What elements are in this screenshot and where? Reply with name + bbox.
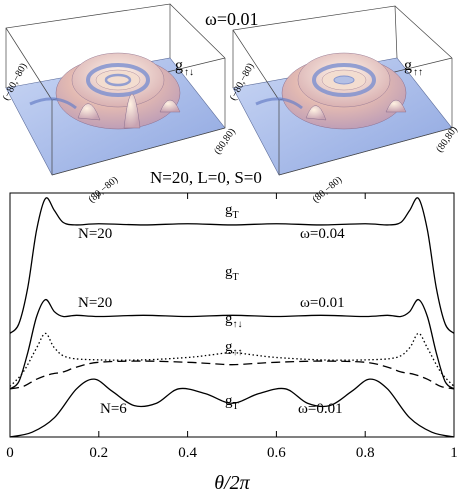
n-label: N=20 bbox=[78, 226, 112, 242]
surface-g-label: g↑↓ bbox=[175, 57, 194, 78]
params-label: N=20, L=0, S=0 bbox=[150, 168, 262, 187]
omega-curve-label: ω=0.01 bbox=[298, 401, 343, 417]
x-tick-label: 0.4 bbox=[178, 445, 197, 461]
x-tick-label: 0.6 bbox=[267, 445, 286, 461]
x-tick-label: 0 bbox=[6, 445, 14, 461]
series-line-solid bbox=[9, 197, 455, 334]
surface-corner-bottom: (80,−80) bbox=[310, 174, 344, 205]
omega-curve-label: ω=0.01 bbox=[300, 295, 345, 311]
x-axis-ticks bbox=[9, 193, 455, 437]
curves bbox=[9, 197, 455, 438]
plot-frame bbox=[9, 192, 455, 438]
surface-plot-right: (−80,−80) (80,80) (80,−80) g↑↑ bbox=[228, 5, 460, 205]
n-label: N=20 bbox=[78, 295, 112, 311]
surface-corner-bottom: (80,−80) bbox=[86, 174, 120, 205]
x-tick-label: 0.8 bbox=[356, 445, 375, 461]
curve-label: g↑↓ bbox=[225, 311, 243, 330]
x-tick-label: 1 bbox=[450, 445, 458, 461]
series-line-dotted bbox=[9, 332, 455, 387]
surface-mound bbox=[255, 52, 407, 130]
series-line-solid bbox=[9, 378, 455, 438]
curve-label: g↑↑ bbox=[225, 339, 243, 358]
surface-plot-left: (−80,−80) (80,80) (80,−80) g↑↓ bbox=[1, 3, 238, 205]
curve-label: gT bbox=[225, 264, 239, 283]
series-line-solid bbox=[9, 298, 455, 390]
surface-corner-right: (80,80) bbox=[212, 126, 238, 156]
surface-mound bbox=[29, 52, 181, 130]
omega-label: ω=0.01 bbox=[205, 9, 259, 29]
x-tick-label: 0.2 bbox=[89, 445, 108, 461]
x-axis-tick-labels: 0 0.2 0.4 0.6 0.8 1 bbox=[6, 445, 458, 461]
curve-label: gT bbox=[225, 202, 239, 221]
surface-g-label: g↑↑ bbox=[404, 57, 423, 78]
n-label: N=6 bbox=[100, 401, 127, 417]
annotations: gT N=20 ω=0.04 gT N=20 ω=0.01 g↑↓ g↑↑ gT N=6 ω=0.0… bbox=[78, 202, 345, 417]
x-axis-label: θ/2π bbox=[214, 472, 250, 494]
curve-label: gT bbox=[225, 393, 239, 412]
series-line-dashed bbox=[9, 360, 455, 390]
omega-curve-label: ω=0.04 bbox=[300, 226, 345, 242]
